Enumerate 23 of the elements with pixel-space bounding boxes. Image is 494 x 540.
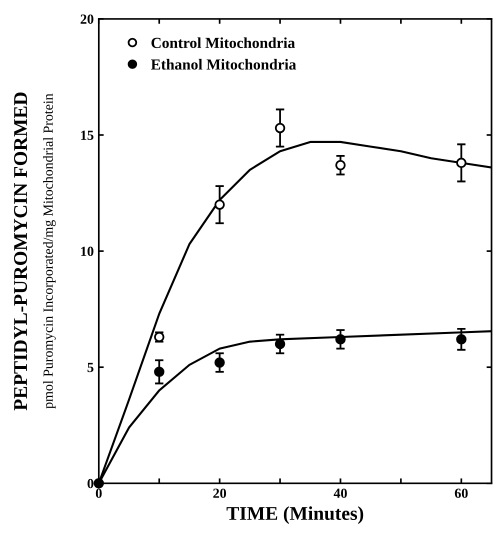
legend-label: Ethanol Mitochondria <box>151 58 296 70</box>
y-tick-label: 5 <box>88 362 94 372</box>
x-tick-label: 40 <box>334 488 347 498</box>
x-axis-title: TIME (Minutes) <box>226 506 364 524</box>
y-tick-label: 0 <box>88 478 94 488</box>
point <box>274 338 286 350</box>
point <box>335 334 346 345</box>
legend-label: Control Mitochondria <box>151 37 295 48</box>
y-tick-label: 15 <box>81 130 94 140</box>
x-tick-label: 0 <box>96 488 102 498</box>
point <box>456 158 467 168</box>
point <box>94 478 104 488</box>
x-tick-label: 20 <box>213 488 226 498</box>
x-tick-label: 60 <box>454 488 468 498</box>
y-tick-label: 10 <box>81 246 94 256</box>
y-tick-label: 20 <box>80 14 94 24</box>
y-axis-title: PEPTIDYL-PUROMYCIN FORMED pmol Puromycin Incorporated/mg Mitochondrial Protein <box>14 92 56 410</box>
point <box>456 334 467 345</box>
point <box>335 160 346 170</box>
point <box>274 122 286 134</box>
point <box>214 357 225 368</box>
point <box>214 199 225 210</box>
point <box>154 366 164 378</box>
